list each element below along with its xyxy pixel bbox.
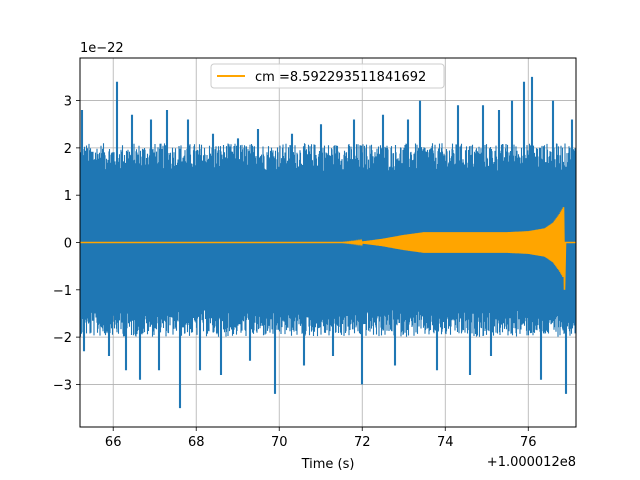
x-axis-title: Time (s)	[301, 457, 355, 472]
y-multiplier-label: 1e−22	[80, 41, 124, 56]
y-tick-label: 1	[64, 189, 72, 204]
legend: cm =8.592293511841692	[210, 63, 445, 89]
x-tick-label: 66	[105, 435, 122, 450]
y-tick-label: −3	[53, 378, 72, 393]
legend-box	[210, 63, 445, 89]
x-offset-label: +1.000012e8	[487, 455, 576, 470]
x-tick-label: 70	[271, 435, 288, 450]
x-tick-label: 72	[354, 435, 371, 450]
y-tick-label: 3	[64, 95, 72, 110]
x-tick-label: 74	[437, 435, 454, 450]
x-tick-label: 68	[188, 435, 205, 450]
legend-label: cm =8.592293511841692	[255, 70, 426, 85]
x-tick-label: 76	[520, 435, 537, 450]
y-tick-label: −2	[53, 331, 72, 346]
axis-ticks: 66 68 70 72 74 76 −3 −2 −1 0 1 2 3	[53, 95, 537, 450]
y-tick-label: −1	[53, 284, 72, 299]
y-tick-label: 2	[64, 142, 72, 157]
series-layer	[80, 76, 576, 409]
y-tick-label: 0	[64, 237, 72, 252]
chirp-series-line	[80, 207, 576, 290]
